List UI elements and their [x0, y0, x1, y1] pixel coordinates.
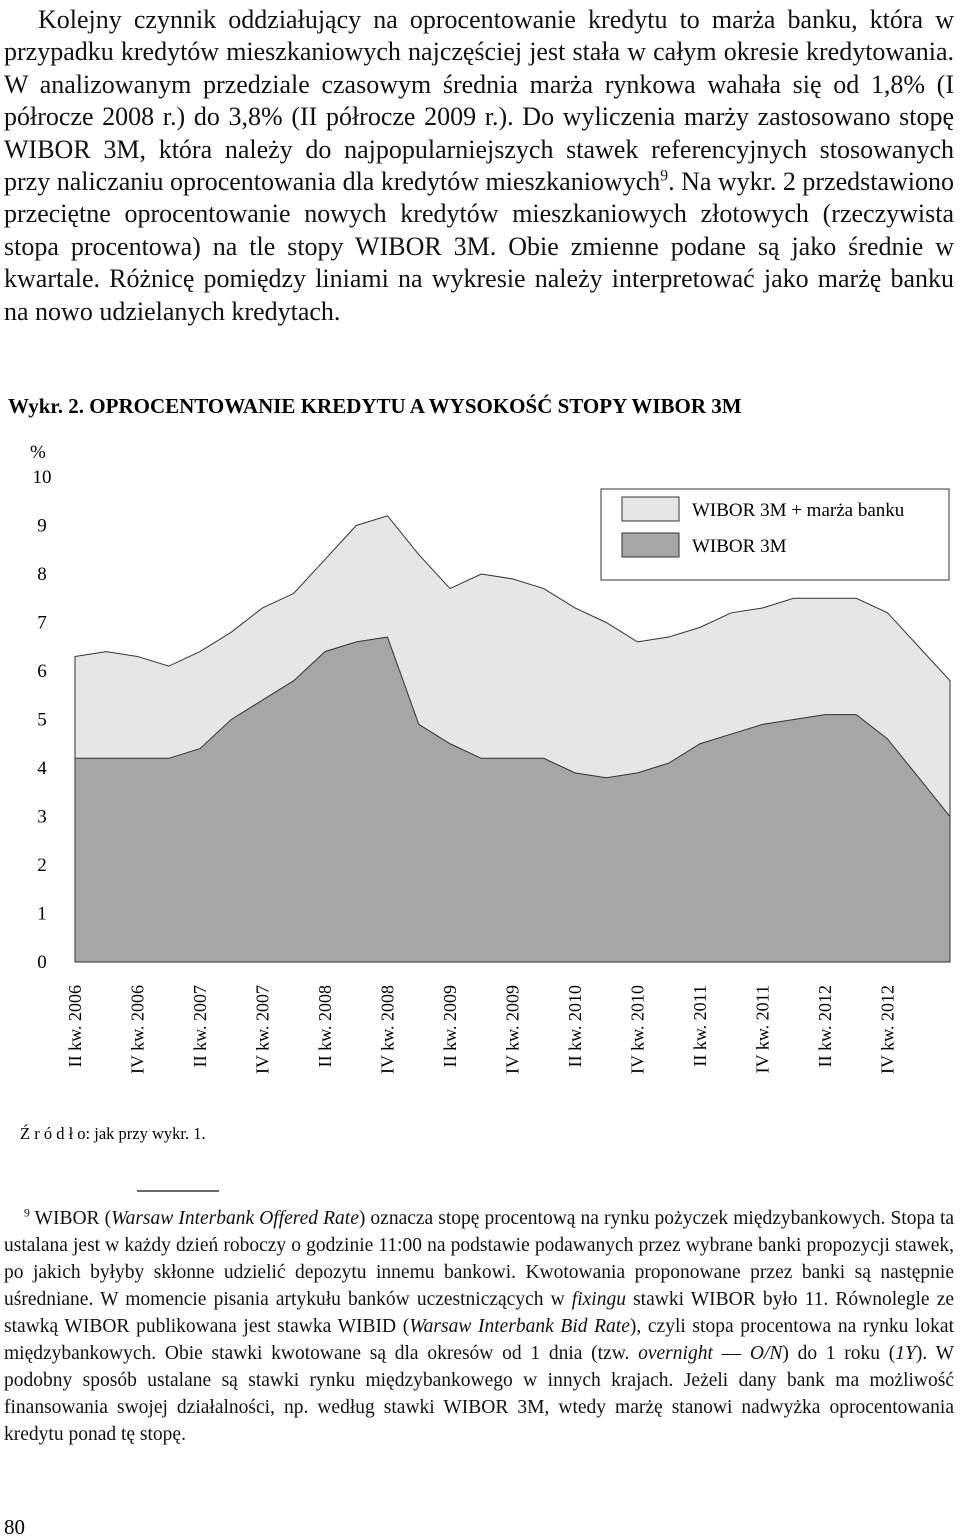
text-run: ), czyli stopa procentowa na rynku lokat…: [4, 1316, 954, 1364]
y-tick-label: 7: [37, 613, 47, 634]
legend-swatch: [621, 532, 680, 558]
x-tick-label: IV kw. 2008: [378, 985, 398, 1074]
area: [74, 636, 951, 963]
x-tick-label: II kw. 2008: [315, 985, 335, 1067]
text-run: ) oznacza stopę procentową na rynku poży…: [4, 1208, 955, 1310]
y-tick-label: 6: [37, 661, 47, 682]
text-run: overnight: [638, 1343, 713, 1364]
text-run: 9: [24, 1206, 30, 1220]
text-run: 9: [660, 167, 669, 185]
y-tick-label: 10: [33, 467, 52, 488]
x-tick-label: II kw. 2007: [190, 985, 210, 1067]
text-run: —: [712, 1343, 750, 1364]
x-tick-label: IV kw. 2010: [628, 985, 648, 1074]
x-tick-label: IV kw. 2007: [253, 985, 273, 1074]
source: Ź r ó d ł o: jak przy wykr. 1.: [20, 1124, 206, 1143]
legend-label: WIBOR 3M: [692, 536, 787, 557]
page-number: 80: [4, 1515, 25, 1539]
x-tick-label: II kw. 2012: [815, 985, 835, 1067]
y-tick-label: 4: [37, 758, 47, 779]
text-run: Warsaw Interbank Bid Rate: [409, 1316, 630, 1337]
text-run: O/N: [749, 1343, 783, 1364]
x-tick-label: IV kw. 2009: [503, 985, 523, 1074]
text-run: ) do 1 roku (: [782, 1343, 896, 1364]
x-tick-label: II kw. 2006: [65, 985, 85, 1067]
x-tick-label: IV kw. 2012: [878, 985, 898, 1074]
x-tick-label: II kw. 2009: [440, 985, 460, 1067]
y-tick-label: 2: [37, 855, 47, 876]
text-run: Warsaw Interbank Offered Rate: [111, 1208, 359, 1229]
y-tick-label: 5: [37, 710, 47, 731]
text-run: WIBOR (: [29, 1208, 112, 1229]
chart-title: Wykr. 2. OPROCENTOWANIE KREDYTU A WYSOKO…: [8, 394, 742, 418]
text-run: . Na wykr. 2 przedstawiono przeciętne op…: [4, 167, 954, 326]
y-tick-label: 3: [37, 807, 47, 828]
y-tick-label: 0: [37, 952, 47, 973]
text-run: fixingu: [571, 1289, 626, 1310]
text-run: Kolejny czynnik oddziałujący na oprocent…: [4, 5, 954, 197]
x-tick-label: IV kw. 2011: [753, 985, 773, 1073]
y-tick-label: 1: [37, 904, 47, 925]
text-run: stawki WIBOR było 11. Równolegle ze staw…: [4, 1289, 955, 1337]
x-tick-label: II kw. 2010: [565, 985, 585, 1067]
legend-swatch: [621, 496, 680, 522]
x-tick-label: IV kw. 2006: [128, 985, 148, 1074]
text-run: 1Y: [895, 1343, 916, 1364]
footnote: 9 WIBOR (Warsaw Interbank Offered Rate) …: [4, 1205, 954, 1448]
x-tick-label: II kw. 2011: [690, 985, 710, 1067]
legend-label: WIBOR 3M + marża banku: [692, 500, 905, 521]
paragraph: Kolejny czynnik oddziałujący na oprocent…: [4, 4, 954, 328]
y-tick-label: 8: [37, 564, 47, 585]
text-run: ). W podobny sposób ustalane są stawki r…: [4, 1343, 955, 1445]
y-tick-label: 9: [37, 516, 47, 537]
y-axis-label: %: [30, 442, 46, 463]
